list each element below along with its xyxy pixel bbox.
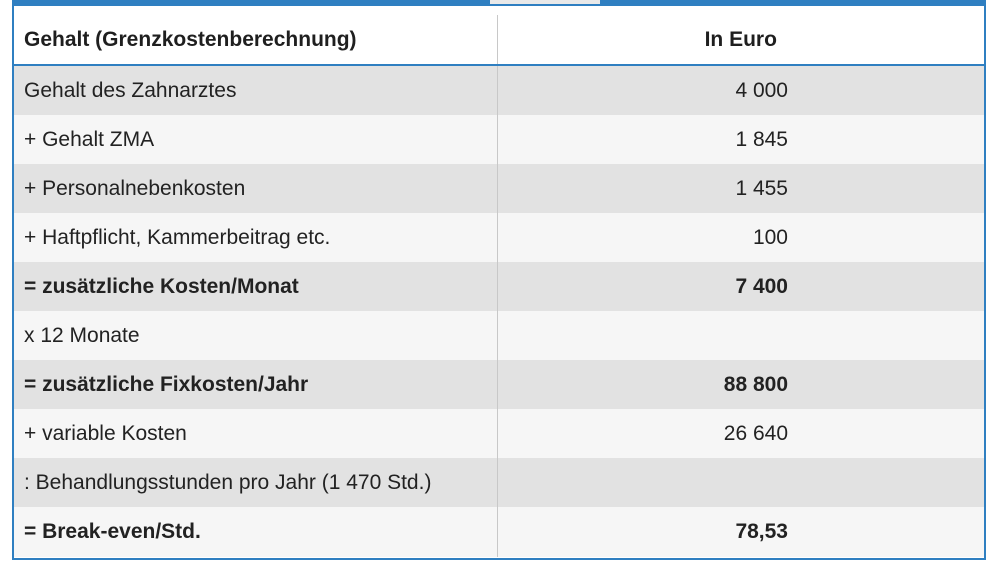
row-label: Gehalt des Zahnarztes [14,65,497,115]
header-value: In Euro [496,15,984,66]
table-row: x 12 Monate [14,311,984,360]
row-value [496,458,984,507]
row-value: 1 845 [496,115,984,164]
table-row: + Haftpflicht, Kammerbeitrag etc. 100 [14,213,984,262]
header-label: Gehalt (Grenzkostenberechnung) [14,15,497,66]
row-label: + variable Kosten [14,409,497,458]
row-value: 7 400 [496,262,984,311]
row-value: 4 000 [496,65,984,115]
row-label: + Gehalt ZMA [14,115,497,164]
table-row-total: = Break-even/Std. 78,53 [14,507,984,557]
row-value [496,311,984,360]
table-row: + Personalnebenkosten 1 455 [14,164,984,213]
row-value: 88 800 [496,360,984,409]
table-row-subtotal: = zusätzliche Kosten/Monat 7 400 [14,262,984,311]
row-label: : Behandlungsstunden pro Jahr (1 470 Std… [14,458,497,507]
table-header-row: Gehalt (Grenzkostenberechnung) In Euro [14,15,984,66]
row-value: 100 [496,213,984,262]
row-label: + Personalnebenkosten [14,164,497,213]
row-label: = zusätzliche Kosten/Monat [14,262,497,311]
cropped-title-tab [490,0,600,4]
row-label: = zusätzliche Fixkosten/Jahr [14,360,497,409]
row-value: 26 640 [496,409,984,458]
table-row: + variable Kosten 26 640 [14,409,984,458]
table-row-subtotal: = zusätzliche Fixkosten/Jahr 88 800 [14,360,984,409]
table-row: : Behandlungsstunden pro Jahr (1 470 Std… [14,458,984,507]
break-even-table: Gehalt (Grenzkostenberechnung) In Euro G… [14,15,984,557]
table-row: + Gehalt ZMA 1 845 [14,115,984,164]
row-label: = Break-even/Std. [14,507,497,557]
row-label: + Haftpflicht, Kammerbeitrag etc. [14,213,497,262]
row-value: 78,53 [496,507,984,557]
table-row: Gehalt des Zahnarztes 4 000 [14,65,984,115]
row-value: 1 455 [496,164,984,213]
row-label: x 12 Monate [14,311,497,360]
